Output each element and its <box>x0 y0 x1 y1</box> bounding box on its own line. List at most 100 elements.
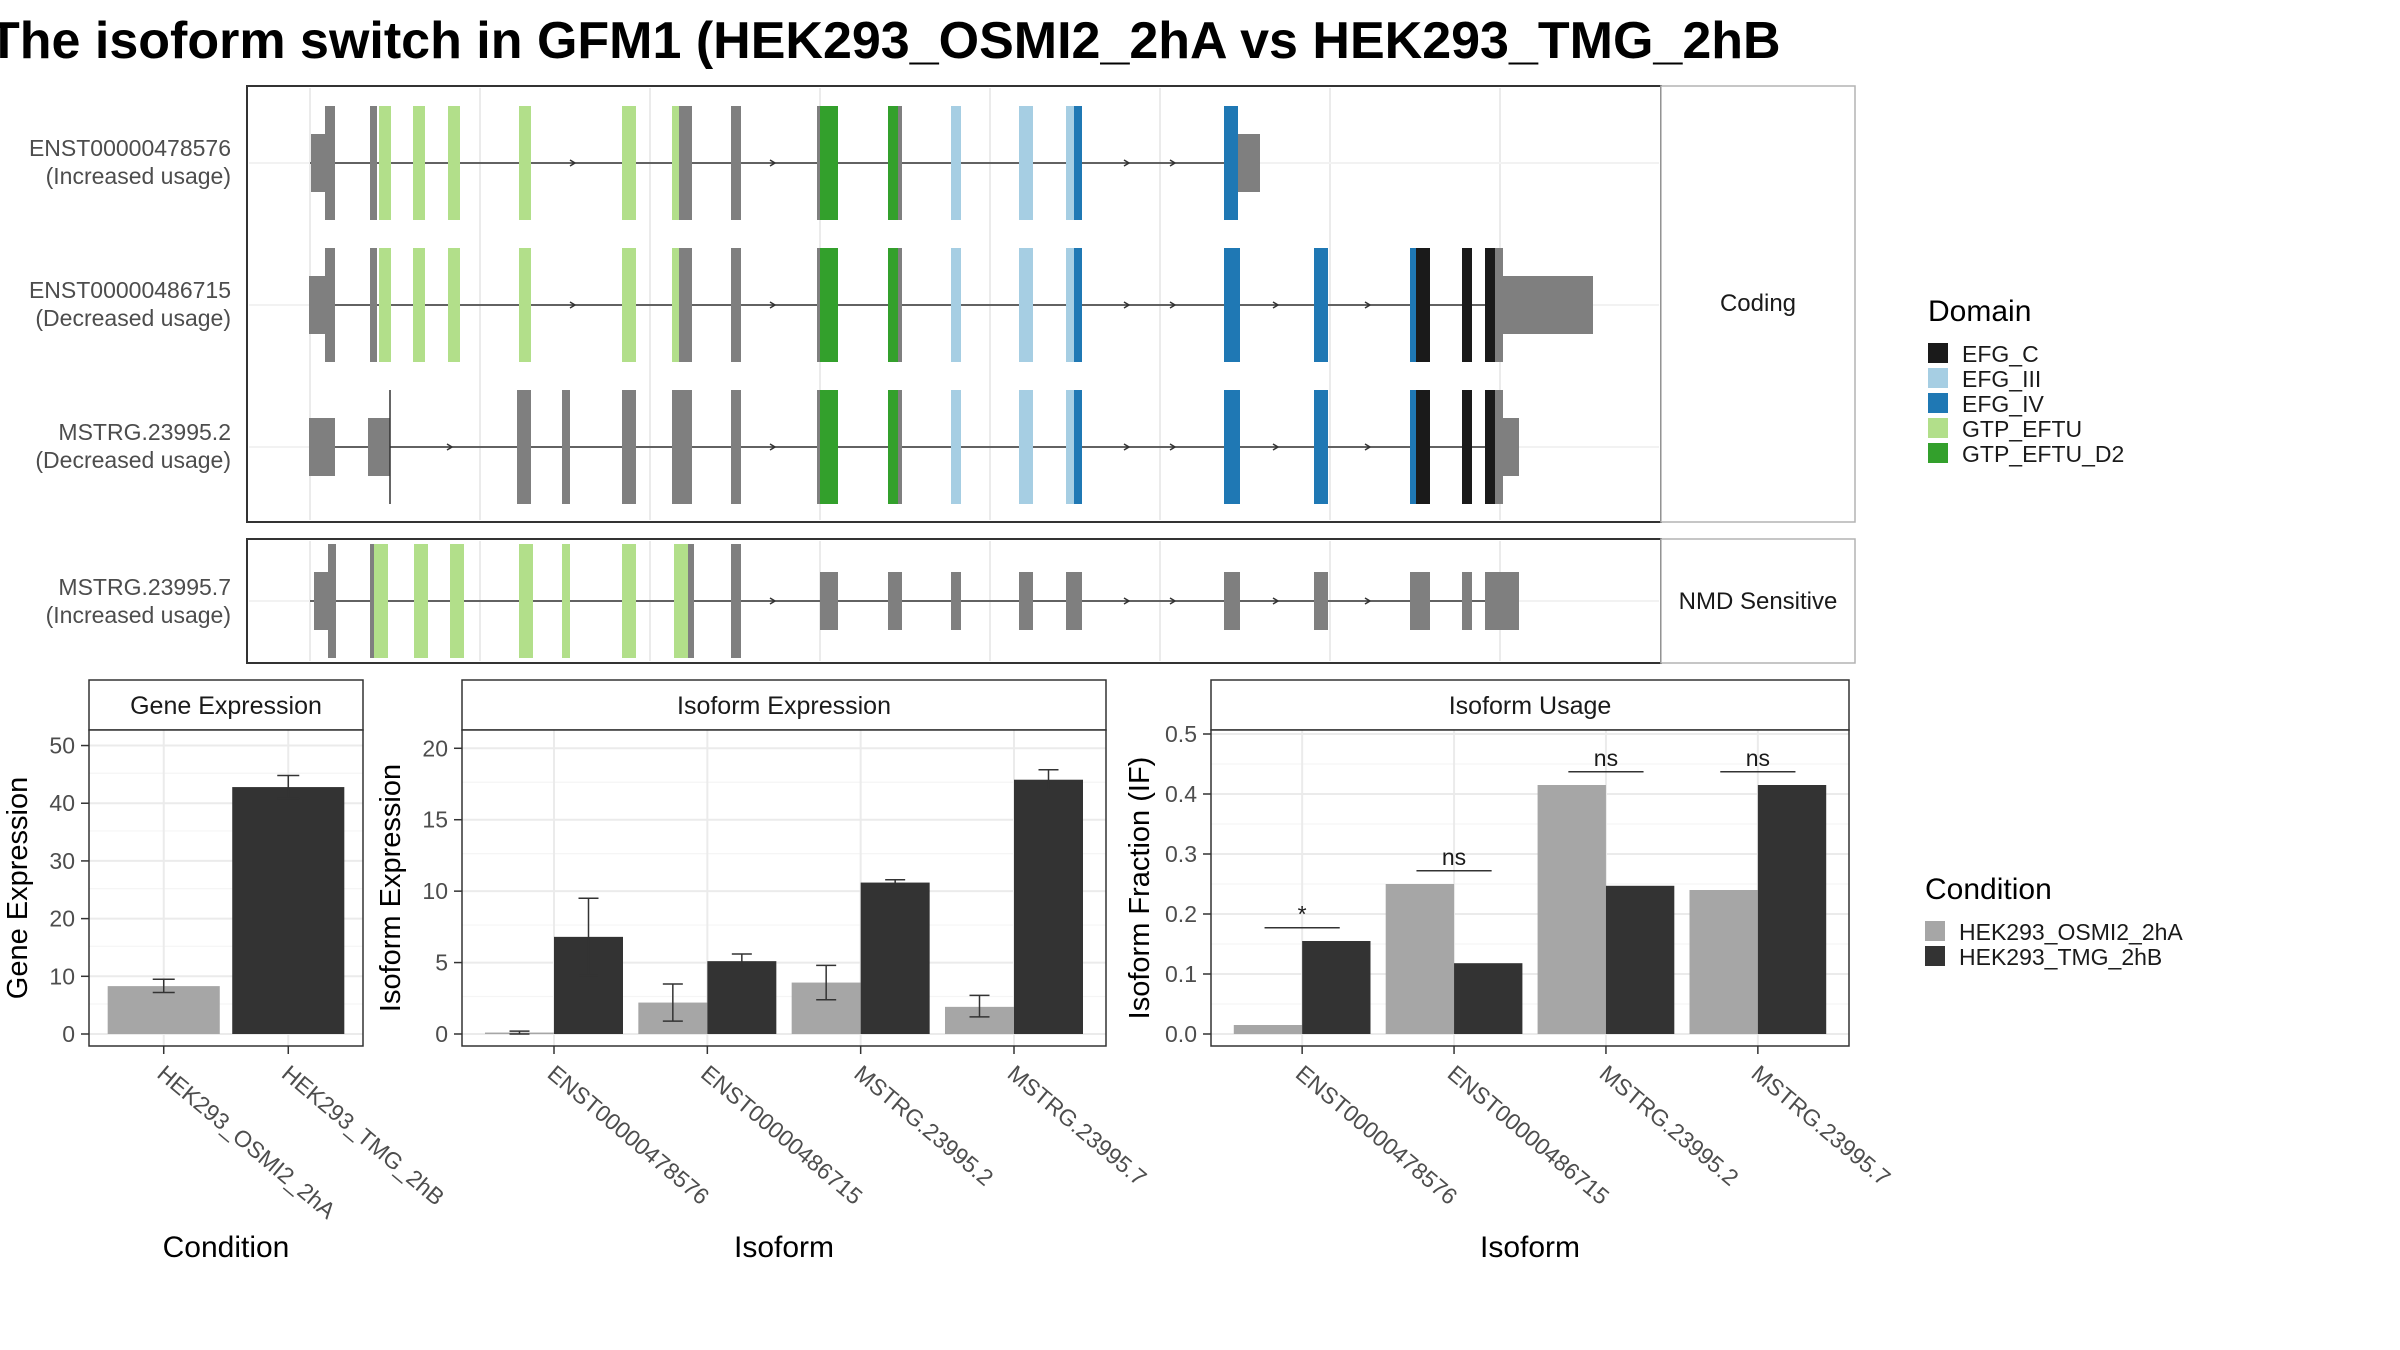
plot-frame <box>1210 729 1850 1047</box>
significance-label: ns <box>1594 745 1618 771</box>
exon <box>817 106 820 220</box>
direction-arrow <box>1123 597 1131 605</box>
legend-swatch-gtp-eftu <box>1928 418 1948 438</box>
exon <box>519 106 531 220</box>
coding-facet-strip <box>1660 85 1856 523</box>
exon <box>1485 248 1495 362</box>
exon <box>685 106 692 220</box>
y-tick-label: 20 <box>422 735 448 761</box>
exon <box>1066 390 1074 504</box>
exon <box>1224 248 1240 362</box>
y-tick-label: 30 <box>49 848 75 874</box>
exon <box>1410 248 1416 362</box>
direction-arrow <box>1364 443 1372 451</box>
exon <box>325 106 335 220</box>
exon <box>448 106 460 220</box>
x-tick-label: ENST00000478576 <box>1291 1060 1463 1210</box>
x-axis-title: Isoform <box>734 1231 834 1264</box>
exon <box>1416 390 1430 504</box>
x-axis-title: Condition <box>163 1231 290 1264</box>
exon <box>820 572 838 630</box>
bar <box>1233 1025 1303 1034</box>
domain-legend-title: Domain <box>1928 295 2031 328</box>
exon <box>898 390 902 504</box>
y-axis-title: Isoform Expression <box>375 764 407 1012</box>
exon <box>1314 390 1328 504</box>
exon <box>562 544 570 658</box>
exon <box>731 248 741 362</box>
transcript-id-label: MSTRG.23995.7 <box>58 574 231 600</box>
exon <box>1485 390 1495 504</box>
bar <box>232 787 345 1034</box>
exon <box>413 106 425 220</box>
exon <box>672 106 679 220</box>
y-tick-label: 5 <box>435 950 448 976</box>
legend-label-osmi2: HEK293_OSMI2_2hA <box>1959 919 2183 945</box>
figure-title: The isoform switch in GFM1 (HEK293_OSMI2… <box>0 12 1781 70</box>
plot-frame <box>88 729 364 1047</box>
direction-arrow <box>1272 443 1280 451</box>
coding-facet-label: Coding <box>1720 290 1796 317</box>
bar <box>1454 963 1523 1034</box>
isoform-usage-chart: Isoform Usage 0.0 0.1 0.2 0.3 0.4 0.5 * ns ns ns EN… <box>1124 679 1896 1264</box>
exon <box>1224 106 1238 220</box>
transcript-structure-panel: Coding NMD Sensitive ENST00000478576 (In… <box>29 85 1856 664</box>
exon <box>414 544 428 658</box>
exon <box>519 544 533 658</box>
condition-legend-title: Condition <box>1925 873 2052 906</box>
exon <box>370 544 374 658</box>
exon <box>679 248 687 362</box>
exon <box>379 106 391 220</box>
direction-arrow <box>1123 159 1131 167</box>
bar <box>1302 941 1371 1034</box>
exon <box>679 106 687 220</box>
exon <box>1410 572 1430 630</box>
exon <box>1314 248 1328 362</box>
exon <box>1074 390 1082 504</box>
direction-arrow <box>1364 301 1372 309</box>
exon <box>898 248 902 362</box>
transcript-usage-label: (Increased usage) <box>46 163 231 189</box>
exon <box>888 390 898 504</box>
exon <box>622 106 636 220</box>
exon <box>888 248 898 362</box>
legend-label-gtp-eftu-d2: GTP_EFTU_D2 <box>1962 441 2124 467</box>
exon <box>820 106 838 220</box>
transcript-tracks <box>309 106 1593 658</box>
y-tick-label: 20 <box>49 906 75 932</box>
exon <box>517 390 531 504</box>
y-tick-label: 0.0 <box>1165 1021 1197 1047</box>
transcript-id-label: ENST00000486715 <box>29 277 231 303</box>
exon <box>1224 572 1240 630</box>
exon <box>1495 248 1503 362</box>
direction-arrow <box>769 159 777 167</box>
exon <box>1495 390 1503 504</box>
exon <box>1410 390 1416 504</box>
x-tick-label: ENST00000478576 <box>543 1060 715 1210</box>
exon <box>1019 390 1033 504</box>
bar <box>1605 885 1675 1034</box>
x-tick-label: MSTRG.23995.2 <box>849 1060 998 1191</box>
bar <box>860 882 930 1034</box>
exon <box>374 544 388 658</box>
nmd-facet-strip <box>1660 538 1856 664</box>
exon <box>328 544 336 658</box>
y-tick-label: 15 <box>422 807 448 833</box>
exon <box>672 390 692 504</box>
significance-label: ns <box>1746 745 1770 771</box>
legend-label-gtp-eftu: GTP_EFTU <box>1962 416 2082 442</box>
direction-arrow <box>1272 301 1280 309</box>
direction-arrow <box>1169 159 1177 167</box>
legend-swatch-efg-iv <box>1928 393 1948 413</box>
exon <box>622 248 636 362</box>
exon <box>1066 248 1074 362</box>
exon <box>309 418 335 476</box>
legend-label-efg-iv: EFG_IV <box>1962 391 2044 417</box>
exon <box>1066 106 1074 220</box>
y-tick-label: 0 <box>435 1021 448 1047</box>
exon <box>688 544 694 658</box>
facet-strip <box>461 679 1107 731</box>
transcript-id-label: MSTRG.23995.2 <box>58 419 231 445</box>
direction-arrow <box>1272 597 1280 605</box>
x-tick-label: MSTRG.23995.7 <box>1747 1060 1896 1191</box>
